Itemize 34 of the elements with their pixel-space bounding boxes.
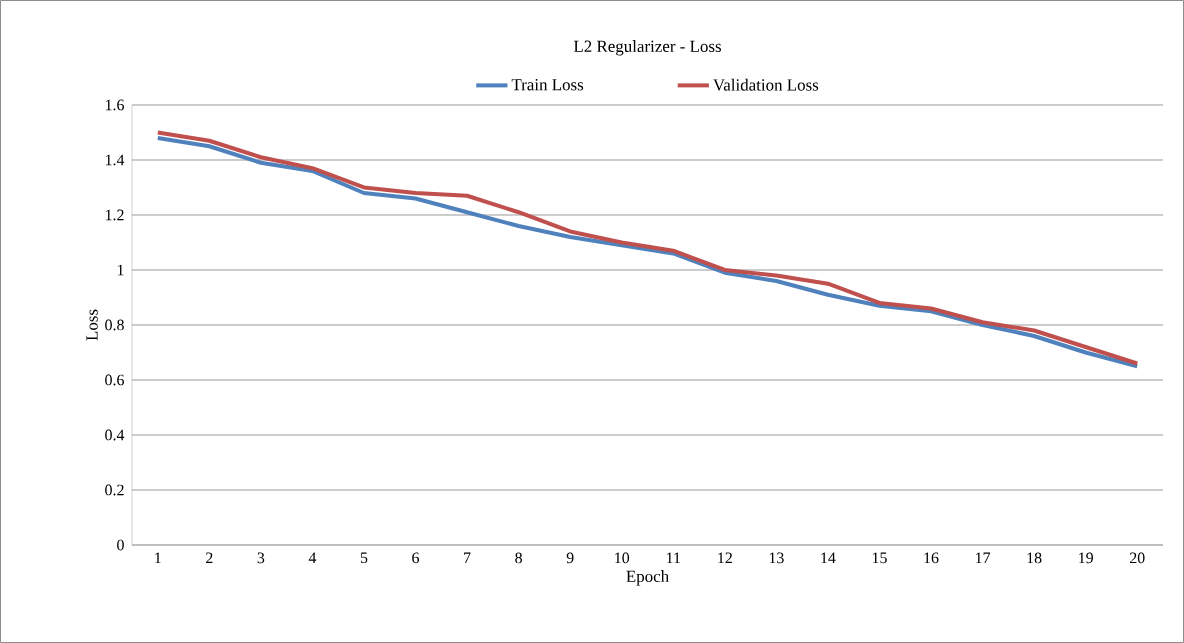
y-tick-label: 1.4 [105, 154, 125, 166]
x-tick-label: 13 [769, 552, 784, 564]
y-tick-label: 1 [117, 264, 124, 276]
chart-title: L2 Regularizer - Loss [573, 40, 721, 56]
x-tick-label: 8 [515, 552, 522, 564]
x-tick-label: 5 [360, 552, 368, 564]
x-tick-label: 3 [257, 552, 265, 564]
x-tick-label: 10 [615, 552, 630, 564]
x-axis-title: Epoch [626, 570, 669, 586]
x-tick-label: 15 [872, 552, 887, 564]
x-tick-label: 18 [1027, 552, 1042, 564]
y-tick-label: 0.8 [105, 319, 124, 331]
x-tick-label: 6 [412, 552, 420, 564]
legend-label: Train Loss [511, 79, 584, 91]
y-tick-label: 1.2 [105, 209, 124, 221]
y-tick-label: 0.6 [105, 374, 125, 386]
x-tick-label: 11 [667, 552, 680, 564]
x-tick-label: 1 [155, 552, 161, 564]
x-tick-label: 19 [1079, 552, 1093, 564]
x-tick-label: 12 [718, 552, 732, 564]
x-tick-label: 7 [464, 552, 471, 563]
x-tick-label: 14 [821, 552, 836, 564]
x-tick-label: 4 [308, 552, 317, 564]
y-tick-label: 0 [117, 539, 124, 551]
y-tick-label: 0.4 [105, 429, 125, 441]
y-axis-title: Loss [86, 309, 98, 341]
x-tick-label: 2 [206, 552, 213, 564]
x-tick-label: 20 [1129, 552, 1145, 564]
legend-label: Validation Loss [713, 78, 819, 91]
x-tick-label: 16 [924, 552, 939, 564]
x-tick-label: 9 [566, 552, 574, 564]
x-tick-label: 17 [976, 552, 991, 564]
y-tick-label: 0.2 [105, 484, 124, 496]
y-tick-label: 1.6 [105, 99, 125, 111]
